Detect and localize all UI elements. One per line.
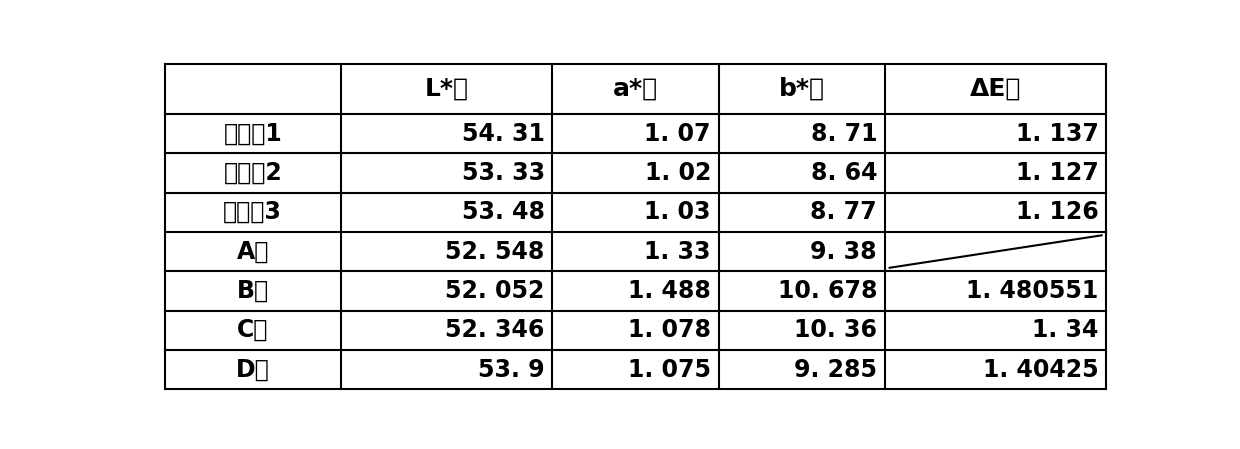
Text: 实施例2: 实施例2 (223, 161, 283, 185)
Text: 1. 137: 1. 137 (1016, 122, 1099, 145)
Text: D组: D组 (236, 357, 269, 382)
Text: 实施例1: 实施例1 (223, 122, 283, 145)
Text: 54. 31: 54. 31 (461, 122, 544, 145)
Text: 1. 126: 1. 126 (1016, 200, 1099, 224)
Text: 1. 127: 1. 127 (1016, 161, 1099, 185)
Text: 1. 075: 1. 075 (627, 357, 711, 382)
Text: 1. 40425: 1. 40425 (983, 357, 1099, 382)
Text: 8. 64: 8. 64 (811, 161, 877, 185)
Text: 1. 07: 1. 07 (645, 122, 711, 145)
Text: 53. 48: 53. 48 (461, 200, 544, 224)
Text: 8. 71: 8. 71 (811, 122, 877, 145)
Text: 1. 34: 1. 34 (1033, 318, 1099, 342)
Text: 1. 078: 1. 078 (627, 318, 711, 342)
Text: A组: A组 (237, 240, 269, 264)
Text: 52. 548: 52. 548 (445, 240, 544, 264)
Text: C组: C组 (237, 318, 268, 342)
Text: ΔE值: ΔE值 (970, 77, 1022, 101)
Text: 1. 03: 1. 03 (645, 200, 711, 224)
Text: 8. 77: 8. 77 (811, 200, 877, 224)
Text: a*值: a*值 (613, 77, 658, 101)
Text: 1. 02: 1. 02 (645, 161, 711, 185)
Text: B组: B组 (237, 279, 269, 303)
Text: 52. 346: 52. 346 (445, 318, 544, 342)
Text: 10. 36: 10. 36 (794, 318, 877, 342)
Text: 52. 052: 52. 052 (445, 279, 544, 303)
Text: 10. 678: 10. 678 (777, 279, 877, 303)
Text: L*值: L*值 (424, 77, 469, 101)
Text: 实施例3: 实施例3 (223, 200, 283, 224)
Text: 9. 38: 9. 38 (811, 240, 877, 264)
Text: 1. 488: 1. 488 (627, 279, 711, 303)
Text: 53. 33: 53. 33 (461, 161, 544, 185)
Text: b*值: b*值 (779, 77, 825, 101)
Text: 1. 480551: 1. 480551 (966, 279, 1099, 303)
Text: 9. 285: 9. 285 (794, 357, 877, 382)
Text: 53. 9: 53. 9 (479, 357, 544, 382)
Text: 1. 33: 1. 33 (645, 240, 711, 264)
